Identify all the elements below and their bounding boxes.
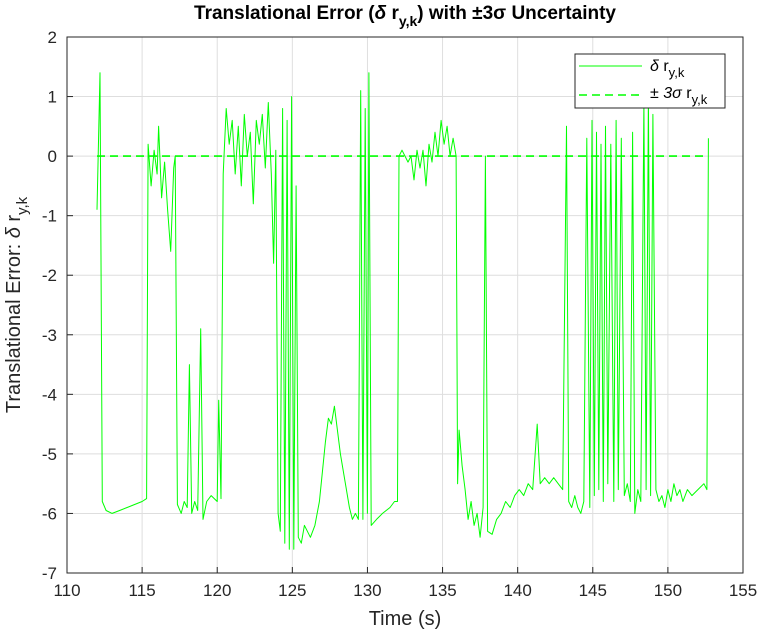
y-tick-label: -4 [42,385,57,404]
axes-box [66,36,744,574]
x-tick-label: 130 [353,581,381,600]
y-tick-label: -3 [42,326,57,345]
y-tick-label: -2 [42,266,57,285]
x-tick-label: 140 [503,581,531,600]
series-line-translational-error [96,72,709,550]
x-tick-label: 145 [579,581,607,600]
y-tick-label: 0 [48,147,57,166]
x-tick-label: 135 [428,581,456,600]
legend: δ ry,k ± 3σ ry,k [574,53,726,109]
y-tick-label: -6 [42,504,57,523]
x-tick-labels: 110 115 120 125 130 135 140 145 150 155 [53,581,757,600]
x-tick-label: 155 [729,581,757,600]
grid-lines [66,36,744,574]
x-tick-label: 115 [129,581,156,600]
y-tick-label: 2 [48,28,57,47]
x-tick-label: 110 [53,581,80,600]
y-tick-labels: 2 1 0 -1 -2 -3 -4 -5 -6 -7 [42,28,57,583]
x-tick-label: 150 [654,581,682,600]
y-tick-label: -1 [42,207,57,226]
x-axis-label: Time (s) [369,608,442,630]
series-layer [96,72,709,550]
y-tick-label: 1 [48,88,57,107]
legend-entry-error: δ ry,k [650,58,685,80]
y-tick-label: -7 [42,564,57,583]
y-tick-label: -5 [42,445,57,464]
x-tick-label: 120 [203,581,231,600]
legend-box [574,53,726,109]
y-axis-label: Translational Error: δ ry,k [3,196,31,413]
legend-entry-bound: ± 3σ ry,k [650,85,708,107]
chart-title: Translational Error (δ ry,k) with ±3σ Un… [194,3,616,29]
x-tick-label: 125 [278,581,306,600]
